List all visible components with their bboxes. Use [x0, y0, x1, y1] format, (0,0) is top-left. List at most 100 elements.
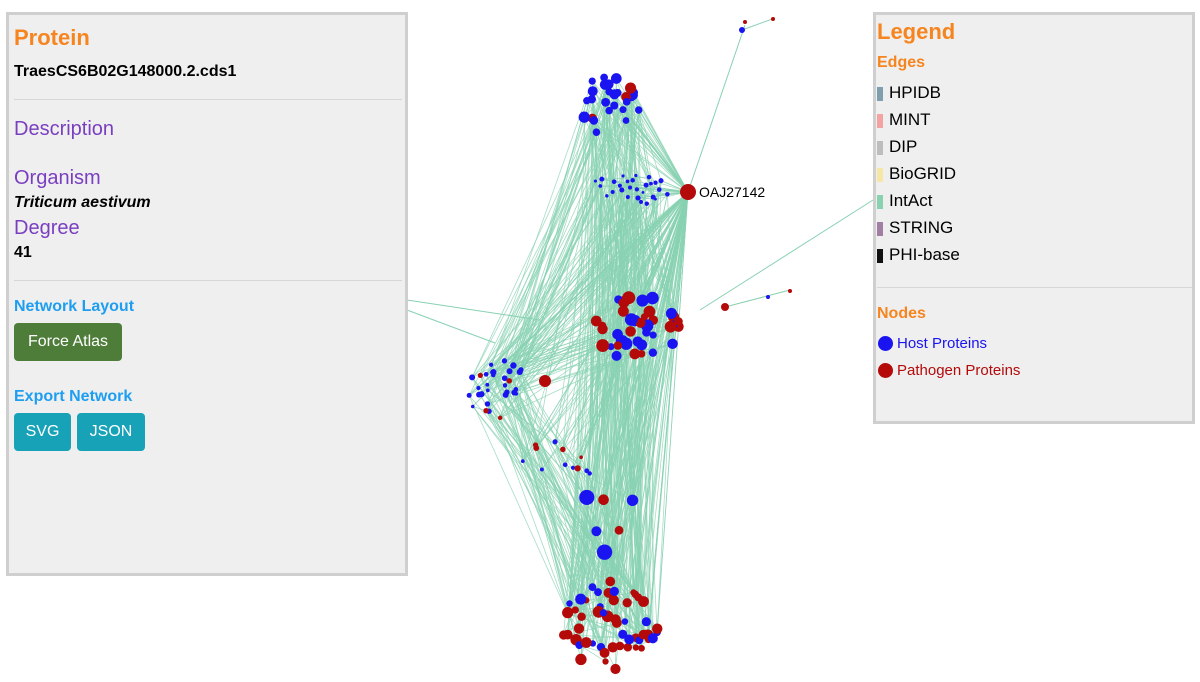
edge	[485, 410, 587, 601]
node	[648, 348, 658, 357]
edge	[635, 311, 650, 648]
node	[596, 544, 613, 560]
edge	[583, 91, 610, 118]
edge-swatch	[877, 114, 883, 128]
divider	[14, 280, 402, 281]
node	[506, 378, 513, 384]
node	[611, 179, 617, 185]
node	[624, 634, 635, 645]
node	[619, 106, 627, 114]
layout-button[interactable]: Force Atlas	[14, 323, 122, 361]
edge	[480, 375, 569, 615]
edge	[487, 120, 627, 405]
node	[587, 95, 597, 104]
node	[625, 179, 630, 184]
edge	[508, 96, 627, 382]
node	[647, 633, 658, 644]
node	[584, 468, 590, 474]
node	[630, 589, 637, 596]
node	[665, 191, 670, 197]
edge	[591, 98, 689, 193]
protein-id: TraesCS6B02G148000.2.cds1	[14, 63, 237, 80]
node	[665, 307, 678, 320]
node	[574, 465, 581, 472]
node	[624, 293, 633, 302]
node-type: Host Proteins	[897, 335, 988, 352]
export-button[interactable]: JSON	[77, 413, 145, 451]
node	[514, 392, 519, 396]
edge-type: IntAct	[889, 191, 933, 210]
edge	[505, 353, 635, 396]
edge	[509, 371, 601, 607]
node	[646, 174, 652, 180]
node	[617, 305, 629, 317]
node	[739, 27, 745, 33]
edge	[581, 118, 593, 617]
edge	[406, 309, 496, 344]
edge	[635, 175, 675, 325]
node	[562, 607, 574, 619]
node	[566, 600, 573, 607]
node	[592, 128, 601, 136]
edge	[626, 101, 654, 639]
node	[638, 596, 649, 607]
edge	[625, 120, 689, 193]
edge	[499, 84, 606, 418]
edge	[487, 191, 689, 386]
node-type: Pathogen Proteins	[897, 362, 1021, 379]
node	[589, 116, 599, 125]
node	[638, 644, 645, 652]
node	[743, 20, 747, 24]
node	[485, 388, 490, 393]
edge	[600, 184, 647, 187]
edge	[535, 325, 603, 449]
edge	[541, 332, 647, 470]
node	[605, 194, 609, 198]
edge	[513, 392, 569, 615]
edge	[492, 374, 605, 654]
node	[488, 362, 494, 367]
edge	[504, 385, 568, 612]
node	[610, 663, 621, 675]
node	[644, 201, 650, 206]
edge	[490, 364, 658, 633]
node	[667, 338, 678, 350]
node	[641, 617, 651, 627]
node	[600, 178, 604, 182]
edge-type: HPIDB	[889, 83, 941, 102]
edge	[635, 324, 675, 648]
node-swatch	[878, 363, 893, 378]
node	[638, 199, 643, 204]
node	[539, 467, 544, 472]
edge-type: BioGRID	[889, 164, 957, 183]
edge-type: STRING	[889, 218, 954, 237]
node	[591, 526, 602, 537]
edge	[613, 320, 654, 592]
node	[596, 339, 610, 353]
edge	[504, 360, 577, 640]
edge	[487, 403, 658, 629]
edge	[513, 109, 624, 393]
export-button[interactable]: SVG	[14, 413, 71, 451]
edge	[541, 311, 650, 470]
edge-swatch	[877, 195, 883, 209]
edge	[635, 191, 689, 638]
node	[593, 179, 597, 183]
edge	[595, 191, 689, 322]
edge	[522, 460, 606, 662]
node	[588, 583, 597, 591]
node	[610, 189, 615, 195]
node	[649, 331, 657, 339]
node	[599, 609, 608, 617]
node	[634, 187, 640, 192]
node	[608, 594, 619, 606]
node	[625, 326, 636, 337]
panel-title: Protein	[14, 25, 90, 50]
edge	[638, 109, 679, 327]
node	[626, 494, 639, 507]
node	[476, 391, 482, 398]
edge	[599, 185, 616, 620]
edge	[622, 109, 689, 193]
edge	[649, 191, 689, 312]
node	[624, 313, 638, 326]
